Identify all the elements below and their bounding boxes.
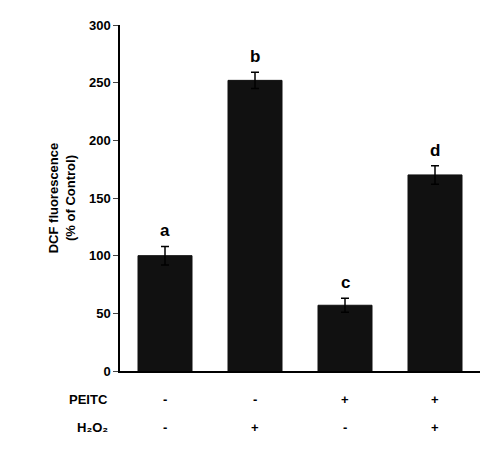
svg-text:a: a [160, 221, 170, 240]
svg-text:c: c [341, 273, 350, 292]
svg-text:50: 50 [96, 306, 110, 321]
svg-text:250: 250 [89, 75, 111, 90]
svg-text:+: + [431, 392, 439, 407]
svg-text:-: - [343, 420, 347, 435]
svg-text:+: + [431, 420, 439, 435]
svg-text:H₂O₂: H₂O₂ [77, 420, 108, 435]
svg-text:+: + [251, 420, 259, 435]
svg-text:300: 300 [89, 18, 111, 33]
svg-text:100: 100 [89, 248, 111, 263]
svg-text:-: - [253, 392, 257, 407]
svg-text:d: d [430, 141, 440, 160]
svg-text:b: b [250, 47, 260, 66]
svg-text:150: 150 [89, 191, 111, 206]
svg-text:0: 0 [103, 364, 110, 379]
svg-text:PEITC: PEITC [69, 392, 108, 407]
svg-text:DCF fluorescence(% of Control): DCF fluorescence(% of Control) [46, 143, 78, 254]
svg-text:-: - [163, 392, 167, 407]
svg-text:200: 200 [89, 133, 111, 148]
svg-text:-: - [163, 420, 167, 435]
svg-text:+: + [341, 392, 349, 407]
